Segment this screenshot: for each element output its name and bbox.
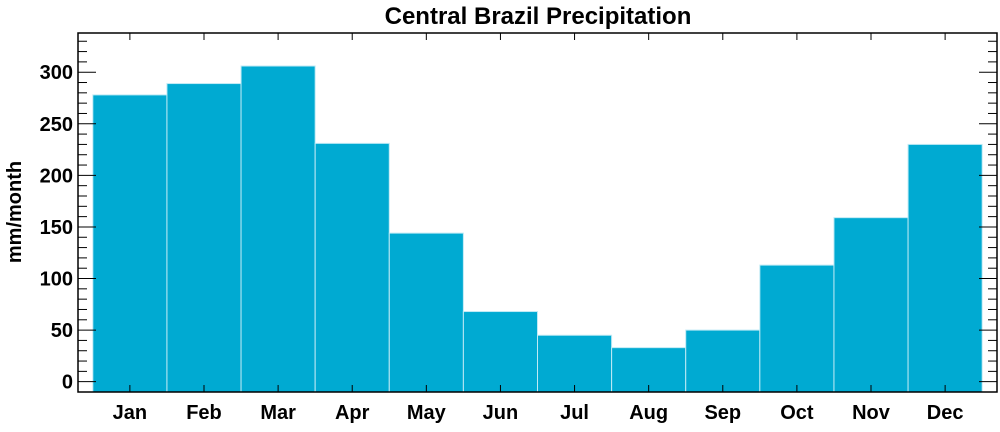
x-tick-label: Jan [113, 402, 147, 424]
bar-feb [166, 83, 242, 393]
y-tick-label: 0 [62, 372, 73, 394]
bar-nov [833, 217, 909, 393]
y-tick-label: 200 [40, 165, 73, 187]
y-tick-label: 300 [40, 62, 73, 84]
x-tick-label: May [407, 402, 447, 424]
x-tick-label: Jul [560, 402, 589, 424]
bar-jul [537, 334, 613, 393]
y-axis-label: mm/month [4, 161, 26, 263]
bar-apr [314, 142, 390, 393]
bar-mar [240, 65, 316, 393]
bars [92, 65, 983, 393]
x-tick-label: Mar [260, 402, 296, 424]
bar-aug [611, 347, 687, 393]
x-tick-label: Jun [483, 402, 519, 424]
y-tick-label: 150 [40, 217, 73, 239]
chart-title: Central Brazil Precipitation [385, 3, 692, 30]
axes: 0 50 100 150 200 250 300 Jan Feb Mar Apr May Jun Jul A… [40, 32, 998, 424]
x-tick-label: Sep [704, 402, 741, 424]
y-tick-label: 100 [40, 269, 73, 291]
bar-sep [685, 329, 761, 393]
x-tick-label: Feb [186, 402, 222, 424]
x-tick-label: Apr [335, 402, 370, 424]
bar-jun [462, 311, 538, 393]
y-tick-label: 50 [51, 320, 73, 342]
x-tick-label: Nov [852, 402, 891, 424]
plot-frame [77, 32, 998, 393]
y-tick-label: 250 [40, 114, 73, 136]
bar-oct [759, 264, 835, 393]
bar-may [388, 232, 464, 393]
x-tick-label: Dec [927, 402, 964, 424]
bar-dec [907, 143, 983, 393]
x-tick-label: Oct [780, 402, 814, 424]
x-tick-label: Aug [629, 402, 668, 424]
bar-jan [92, 94, 168, 393]
